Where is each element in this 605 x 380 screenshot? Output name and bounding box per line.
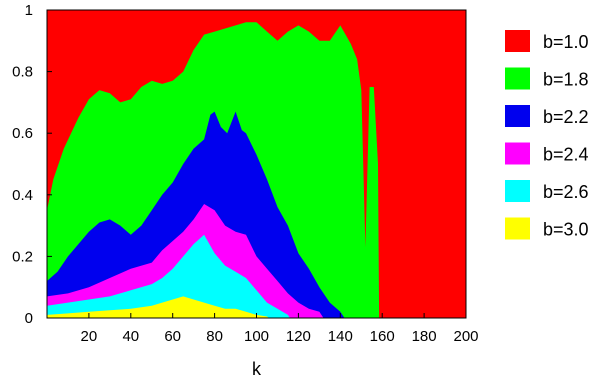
y-axis-ticks: 0 0.2 0.4 0.6 0.8 1	[12, 2, 52, 327]
y-tick-label: 1	[25, 2, 33, 19]
area-series-5	[47, 296, 270, 318]
legend-swatch-3	[505, 142, 530, 165]
x-tick-label: 200	[453, 328, 478, 345]
x-axis-title: k	[252, 359, 262, 379]
y-tick-label: 0.6	[12, 125, 33, 142]
x-tick-label: 60	[164, 328, 181, 345]
x-axis-ticks: 20 40 60 80 100 120 140 160 180 200	[81, 313, 479, 345]
x-tick-label: 180	[412, 328, 437, 345]
legend-label-2: b=2.2	[543, 107, 589, 127]
legend-label-0: b=1.0	[543, 32, 589, 52]
legend-label-4: b=2.6	[543, 182, 589, 202]
legend-swatch-4	[505, 180, 530, 202]
y-tick-label: 0.2	[12, 248, 33, 265]
area-series-2	[47, 111, 345, 318]
legend-label-1: b=1.8	[543, 70, 589, 90]
plot-areas	[47, 10, 466, 319]
y-tick-label: 0.4	[12, 187, 33, 204]
x-tick-label: 120	[286, 328, 311, 345]
area-series-4	[47, 234, 290, 318]
x-tick-label: 20	[81, 328, 98, 345]
x-tick-label: 40	[122, 328, 139, 345]
x-tick-label: 80	[206, 328, 223, 345]
legend-label-5: b=3.0	[543, 220, 589, 240]
legend-swatch-2	[505, 105, 530, 127]
legend-swatch-1	[505, 67, 530, 90]
x-tick-label: 100	[244, 328, 269, 345]
legend-swatch-5	[505, 217, 530, 240]
y-tick-label: 0.8	[12, 64, 33, 81]
legend-swatch-0	[505, 30, 530, 52]
x-tick-label: 140	[328, 328, 353, 345]
y-tick-label: 0	[25, 310, 33, 327]
x-tick-label: 160	[370, 328, 395, 345]
legend-label-3: b=2.4	[543, 145, 589, 165]
legend: b=1.0 b=1.8 b=2.2 b=2.4 b=2.6 b=3.0	[505, 30, 589, 240]
